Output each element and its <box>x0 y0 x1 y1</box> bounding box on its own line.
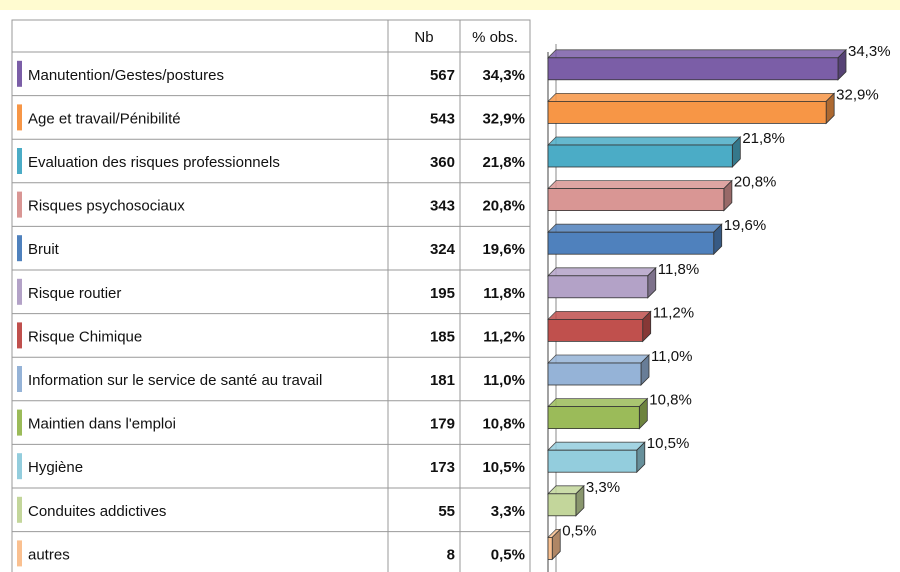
bar-top <box>547 223 723 233</box>
legend-swatch <box>17 453 22 480</box>
count-cell: 55 <box>438 503 455 520</box>
category-label: Manutention/Gestes/postures <box>28 67 224 84</box>
percent-cell: 0,5% <box>491 546 525 563</box>
bar-top <box>547 93 836 102</box>
percent-cell: 21,8% <box>482 154 525 171</box>
legend-swatch <box>17 496 22 523</box>
category-label: Bruit <box>28 241 60 258</box>
bar-label: 11,8% <box>658 261 699 278</box>
category-label: Maintien dans l'emploi <box>28 416 176 433</box>
bar-label: 11,2% <box>653 304 694 321</box>
column-header: Nb <box>414 29 433 46</box>
percent-cell: 11,8% <box>483 285 525 302</box>
bar <box>547 362 642 386</box>
percent-cell: 34,3% <box>482 67 525 84</box>
bar-label: 20,8% <box>734 174 777 191</box>
percent-cell: 11,0% <box>483 372 525 389</box>
category-label: Risques psychosociaux <box>28 198 185 215</box>
legend-swatch <box>17 104 22 131</box>
bar-top <box>547 311 652 320</box>
category-label: Conduites addictives <box>28 503 166 520</box>
bar <box>547 101 827 124</box>
table: Nb % obs. Manutention/Gestes/postures 567 34… <box>11 19 531 572</box>
category-label: Information sur le service de santé au t… <box>28 372 322 389</box>
bar-label: 11,0% <box>651 348 692 365</box>
bar-label: 3,3% <box>586 479 620 496</box>
count-cell: 181 <box>430 372 455 389</box>
bar-top <box>547 441 646 451</box>
legend-swatch <box>17 191 22 218</box>
count-cell: 8 <box>447 546 455 563</box>
count-cell: 343 <box>430 198 455 215</box>
bar-top <box>547 398 649 407</box>
legend-swatch <box>17 235 22 262</box>
category-label: Evaluation des risques professionnels <box>28 154 280 171</box>
bar-top <box>547 267 657 277</box>
category-label: autres <box>28 546 70 563</box>
column-header: % obs. <box>472 29 518 46</box>
count-cell: 195 <box>430 285 455 302</box>
category-label: Risque routier <box>28 285 121 302</box>
bar-chart: 34,3% 32,9% 21,8% 20,8% 19,6% 11,8% 11,2% 11,0%… <box>547 43 891 572</box>
bar <box>547 188 725 212</box>
legend-swatch <box>17 409 22 436</box>
bar <box>547 449 638 473</box>
category-label: Age et travail/Pénibilité <box>28 110 181 127</box>
percent-cell: 10,8% <box>482 416 525 433</box>
bar-label: 10,5% <box>647 435 690 452</box>
bar <box>547 231 715 255</box>
legend-swatch <box>17 60 22 87</box>
percent-cell: 10,5% <box>482 459 525 476</box>
count-cell: 567 <box>430 67 455 84</box>
bar-top <box>547 180 733 189</box>
percent-cell: 11,2% <box>483 328 525 345</box>
bar <box>547 144 733 168</box>
bar-label: 10,8% <box>649 392 692 409</box>
category-label: Risque Chimique <box>28 328 142 345</box>
legend-swatch <box>17 278 22 305</box>
bar-top <box>547 354 650 364</box>
count-cell: 173 <box>430 459 455 476</box>
top-strip <box>0 0 900 10</box>
legend-swatch <box>17 540 22 567</box>
count-cell: 360 <box>430 154 455 171</box>
percent-cell: 3,3% <box>491 503 525 520</box>
bar-top <box>547 136 742 146</box>
bar-label: 32,9% <box>836 86 879 103</box>
legend-swatch <box>17 322 22 349</box>
bar-label: 19,6% <box>724 217 767 234</box>
legend-swatch <box>17 366 22 392</box>
percent-cell: 20,8% <box>482 198 525 215</box>
count-cell: 185 <box>430 328 455 345</box>
bar-label: 21,8% <box>742 130 785 147</box>
bar <box>547 318 644 342</box>
category-label: Hygiène <box>28 459 83 476</box>
bar <box>547 275 649 299</box>
percent-cell: 19,6% <box>482 241 525 258</box>
count-cell: 324 <box>430 241 456 258</box>
bar <box>547 493 577 517</box>
bar-top <box>547 49 847 59</box>
table-border <box>11 19 531 572</box>
percent-cell: 32,9% <box>482 110 525 127</box>
count-cell: 179 <box>430 416 455 433</box>
bar-label: 34,3% <box>848 43 891 60</box>
bar-label: 0,5% <box>562 522 596 539</box>
bar <box>547 57 839 81</box>
bar <box>547 406 640 430</box>
count-cell: 543 <box>430 110 455 127</box>
legend-swatch <box>17 148 22 174</box>
bar <box>547 537 553 560</box>
